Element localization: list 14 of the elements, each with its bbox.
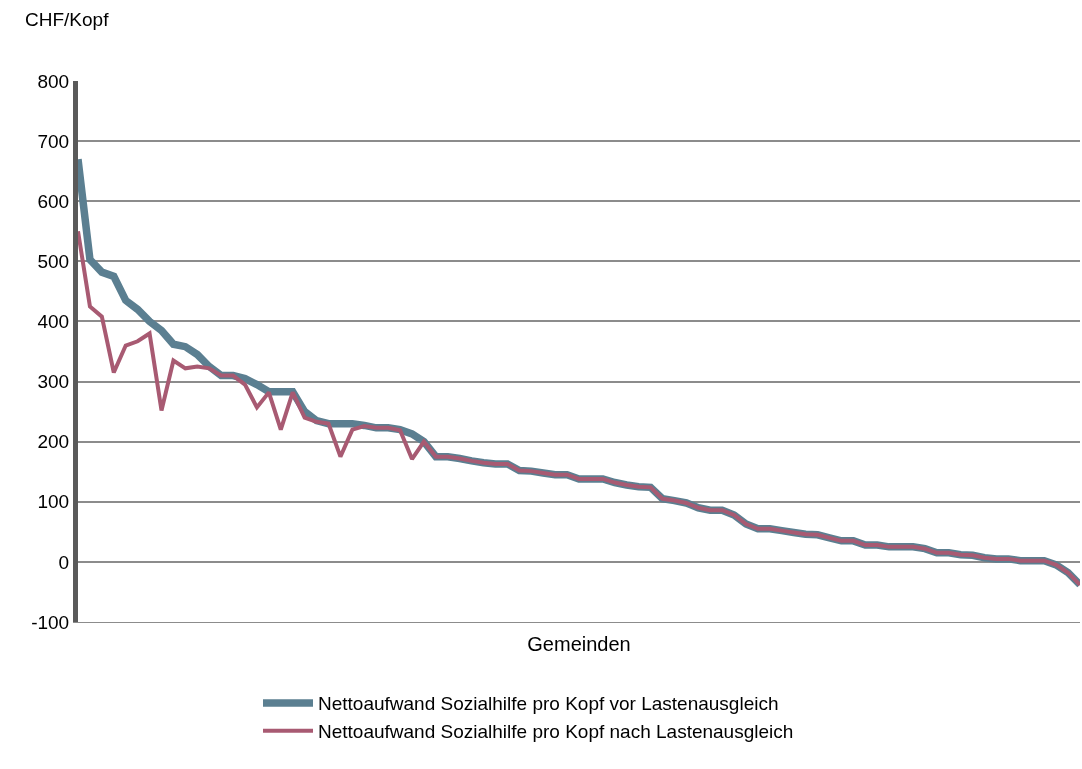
y-tick-label: 100 bbox=[37, 491, 70, 513]
y-tick-label: 600 bbox=[37, 190, 70, 212]
y-tick-label: 500 bbox=[37, 250, 70, 272]
y-tick-label: 700 bbox=[37, 130, 70, 152]
x-axis-title: Gemeinden bbox=[527, 632, 631, 655]
y-tick-label: 0 bbox=[58, 551, 70, 573]
y-axis-title: CHF/Kopf bbox=[25, 9, 110, 30]
y-tick-label: 400 bbox=[37, 311, 70, 333]
y-tick-label: -100 bbox=[31, 611, 70, 633]
y-tick-label: 200 bbox=[37, 431, 70, 453]
y-tick-label: 800 bbox=[37, 70, 70, 92]
y-tick-label: 300 bbox=[37, 371, 70, 393]
legend-label: Nettoaufwand Sozialhilfe pro Kopf nach Lastenausgleich bbox=[318, 721, 794, 743]
legend-label: Nettoaufwand Sozialhilfe pro Kopf vor Lastenausgleich bbox=[318, 693, 779, 715]
